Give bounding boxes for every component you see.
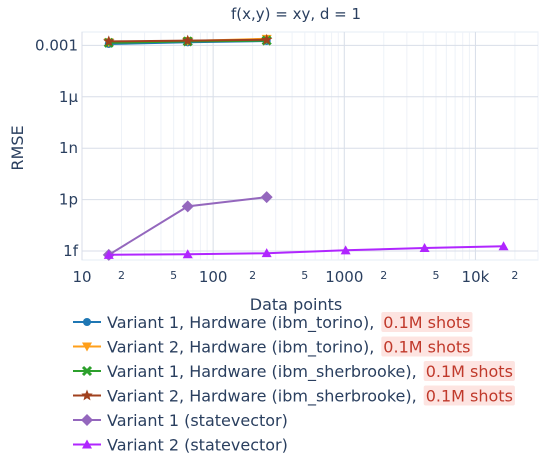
- legend-shots-highlight: [423, 361, 515, 381]
- x-tick-label: 100: [199, 268, 228, 286]
- x-minor-tick-label: 2: [380, 269, 387, 282]
- y-tick-label: 1p: [59, 191, 78, 209]
- legend-label: Variant 1, Hardware (ibm_torino),: [107, 313, 374, 333]
- plot-area: 10 100 1000 10k 2 5 2 5 2 5 2 1f 1p 1n 1μ 0.001: [35, 31, 539, 286]
- x-minor-tick-label: 5: [301, 269, 308, 282]
- legend-shots-highlight: [423, 385, 515, 406]
- x-minor-tick-label: 5: [432, 269, 439, 282]
- x-tick-label: 10k: [462, 268, 490, 286]
- data-point: [498, 241, 509, 251]
- legend-shots-label: 0.1M shots: [383, 313, 470, 332]
- x-minor-tick-label: 2: [511, 269, 518, 282]
- data-point: [181, 200, 194, 213]
- legend-item: Variant 2, Hardware (ibm_sherbrooke), 0.1…: [73, 385, 515, 407]
- legend-item: Variant 1, Hardware (ibm_sherbrooke), 0.1…: [73, 361, 515, 382]
- legend-label: Variant 1 (statevector): [107, 411, 288, 430]
- x-tick-label: 1000: [325, 268, 363, 286]
- x-minor-tick-label: 5: [170, 269, 177, 282]
- legend-shots-highlight: [381, 312, 473, 332]
- legend-label: Variant 2, Hardware (ibm_torino),: [107, 338, 374, 358]
- data-point: [103, 249, 114, 259]
- data-point: [182, 249, 193, 259]
- legend-marker: [81, 389, 93, 401]
- legend-shots-label: 0.1M shots: [426, 362, 513, 381]
- data-point: [419, 243, 430, 253]
- data-point: [340, 245, 351, 255]
- x-tick-label: 10: [72, 268, 91, 286]
- legend-item: Variant 1, Hardware (ibm_torino), 0.1M sh…: [73, 312, 473, 333]
- series-line: [108, 245, 504, 256]
- series-6: [103, 241, 509, 259]
- data-point: [261, 33, 273, 45]
- data-point: [260, 191, 273, 204]
- legend-shots-highlight: [381, 336, 473, 357]
- data-point: [182, 34, 194, 46]
- legend-item: Variant 1 (statevector): [73, 411, 288, 430]
- data-point: [103, 35, 115, 47]
- legend-item: Variant 2, Hardware (ibm_torino), 0.1M sh…: [73, 336, 473, 358]
- legend-label: Variant 2, Hardware (ibm_sherbrooke),: [107, 387, 417, 407]
- y-axis-label: RMSE: [8, 125, 27, 170]
- legend-marker: [81, 365, 93, 377]
- legend: Variant 1, Hardware (ibm_torino), 0.1M sh…: [73, 312, 515, 455]
- legend-marker: [82, 439, 92, 449]
- x-axis-label: Data points: [250, 295, 342, 314]
- legend-marker: [82, 342, 92, 352]
- legend-shots-label: 0.1M shots: [383, 338, 470, 357]
- y-tick-label: 1n: [59, 139, 78, 157]
- chart-title: f(x,y) = xy, d = 1: [231, 5, 361, 23]
- y-tick-label: 1f: [63, 242, 79, 260]
- x-minor-tick-label: 2: [118, 269, 125, 282]
- y-tick-label: 0.001: [35, 36, 78, 54]
- legend-marker: [81, 414, 93, 426]
- y-tick-label: 1μ: [59, 88, 79, 106]
- legend-label: Variant 1, Hardware (ibm_sherbrooke),: [107, 362, 417, 382]
- legend-item: Variant 2 (statevector): [73, 436, 288, 455]
- data-point: [261, 248, 272, 258]
- legend-marker: [83, 318, 91, 326]
- legend-shots-label: 0.1M shots: [426, 387, 513, 406]
- plot-background: [81, 31, 539, 261]
- x-minor-tick-label: 2: [249, 269, 256, 282]
- legend-label: Variant 2 (statevector): [107, 436, 288, 455]
- series-4: [103, 33, 273, 47]
